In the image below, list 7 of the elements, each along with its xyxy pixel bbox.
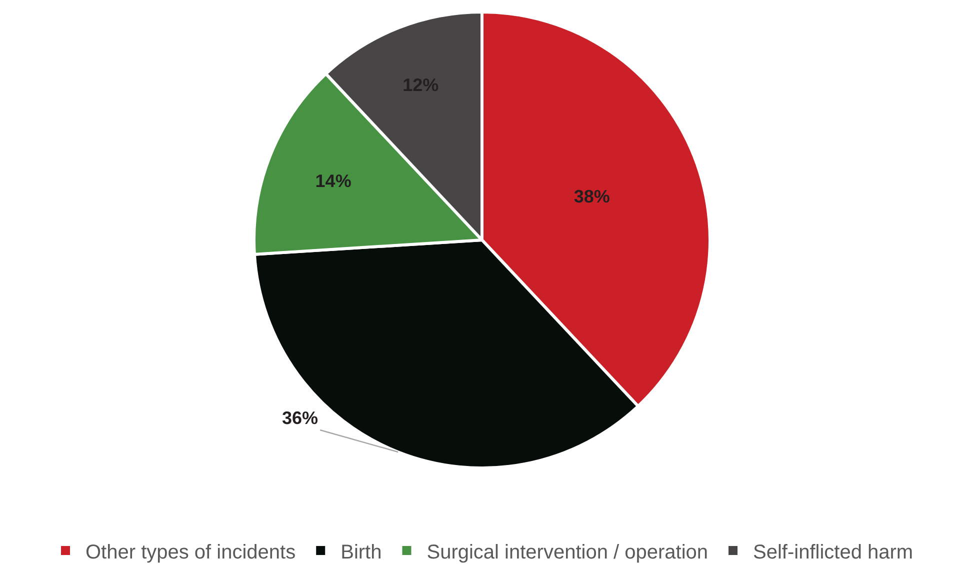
legend-label: Birth <box>340 541 382 564</box>
data-label: 38% <box>574 186 610 207</box>
legend-label: Self-inflicted harm <box>753 541 914 564</box>
legend-label: Surgical intervention / operation <box>426 541 708 564</box>
data-label: 14% <box>315 171 352 192</box>
legend-label: Other types of incidents <box>86 541 296 564</box>
data-label: 36% <box>282 408 318 428</box>
